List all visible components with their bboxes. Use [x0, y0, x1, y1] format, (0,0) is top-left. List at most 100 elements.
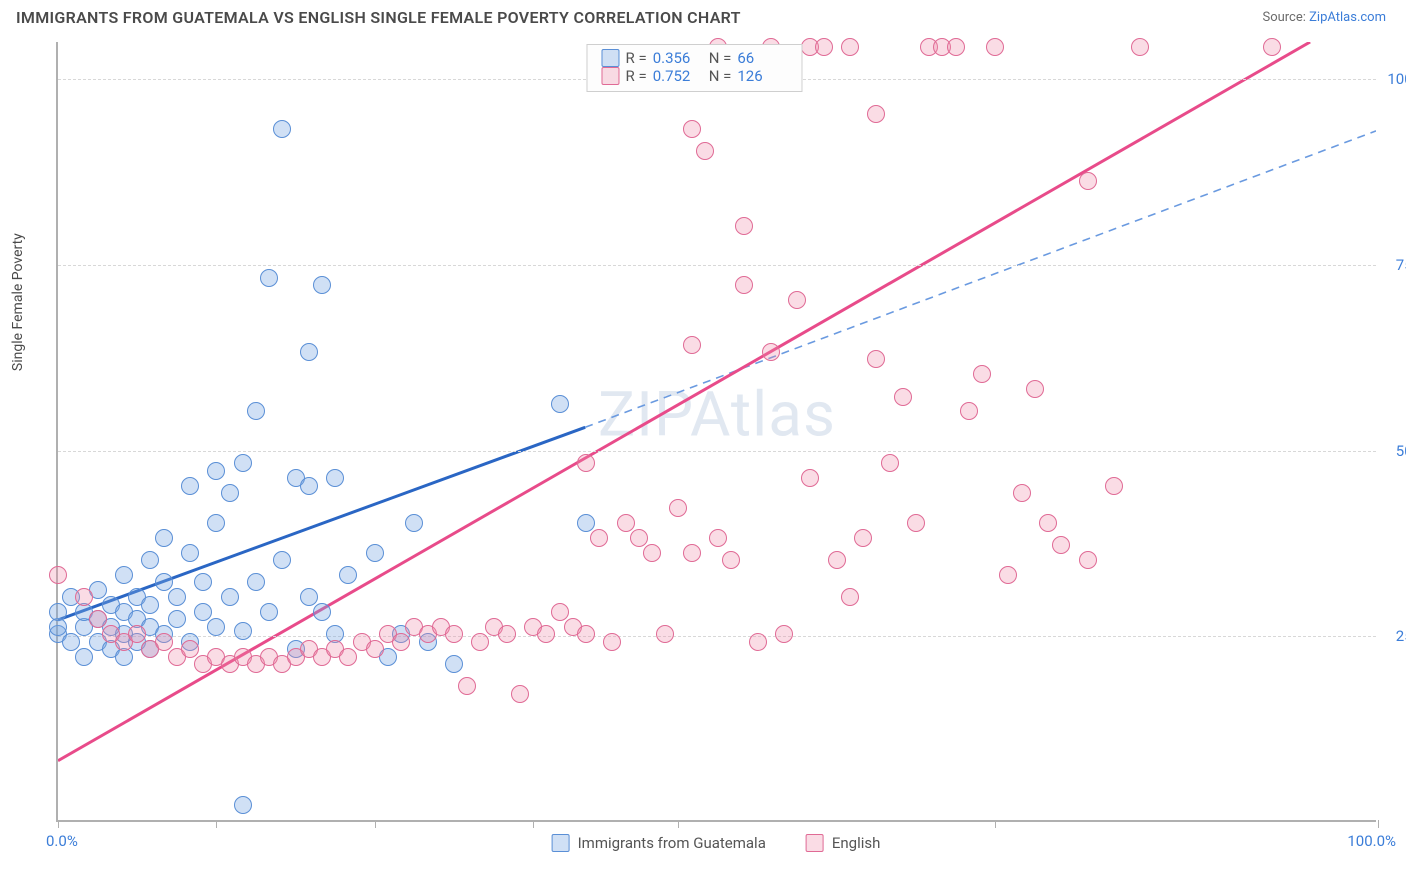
- data-point: [683, 544, 701, 562]
- data-point: [168, 588, 186, 606]
- data-point: [867, 105, 885, 123]
- data-point: [1052, 536, 1070, 554]
- data-point: [458, 677, 476, 695]
- series-swatch-0: [552, 834, 570, 852]
- n-label: N =: [709, 49, 732, 67]
- data-point: [392, 633, 410, 651]
- y-tick-label: 50.0%: [1396, 442, 1406, 460]
- legend-swatch-1: [601, 67, 619, 85]
- data-point: [801, 469, 819, 487]
- data-point: [551, 603, 569, 621]
- data-point: [1079, 172, 1097, 190]
- data-point: [1079, 551, 1097, 569]
- y-axis-title: Single Female Poverty: [10, 233, 26, 371]
- data-point: [221, 484, 239, 502]
- data-point: [273, 120, 291, 138]
- data-point: [221, 588, 239, 606]
- data-point: [62, 633, 80, 651]
- data-point: [247, 402, 265, 420]
- data-point: [194, 603, 212, 621]
- series-legend-item-1: English: [806, 834, 881, 852]
- data-point: [617, 514, 635, 532]
- data-point: [260, 269, 278, 287]
- data-point: [867, 350, 885, 368]
- data-point: [141, 596, 159, 614]
- data-point: [194, 573, 212, 591]
- data-point: [973, 365, 991, 383]
- data-point: [313, 276, 331, 294]
- data-point: [577, 625, 595, 643]
- data-point: [155, 529, 173, 547]
- data-point: [181, 640, 199, 658]
- watermark-text: ZIPAtlas: [598, 379, 836, 452]
- data-point: [49, 603, 67, 621]
- r-label: R =: [625, 67, 646, 85]
- gridline-y: [58, 636, 1376, 637]
- data-point: [155, 573, 173, 591]
- series-legend-item-0: Immigrants from Guatemala: [552, 834, 766, 852]
- data-point: [273, 551, 291, 569]
- data-point: [181, 544, 199, 562]
- data-point: [735, 217, 753, 235]
- data-point: [577, 514, 595, 532]
- data-point: [260, 603, 278, 621]
- data-point: [247, 573, 265, 591]
- gridline-y: [58, 451, 1376, 452]
- r-label: R =: [625, 49, 646, 67]
- data-point: [405, 514, 423, 532]
- data-point: [683, 120, 701, 138]
- data-point: [603, 633, 621, 651]
- data-point: [75, 588, 93, 606]
- data-point: [788, 291, 806, 309]
- r-value-1: 0.752: [653, 67, 703, 85]
- data-point: [366, 640, 384, 658]
- data-point: [471, 633, 489, 651]
- x-axis-min-label: 0.0%: [46, 832, 78, 850]
- data-point: [762, 343, 780, 361]
- plot-region: ZIPAtlas 25.0%50.0%75.0%100.0%: [56, 42, 1376, 822]
- series-name-0: Immigrants from Guatemala: [578, 834, 766, 852]
- data-point: [986, 38, 1004, 56]
- y-tick-label: 25.0%: [1396, 627, 1406, 645]
- source-attribution: Source: ZipAtlas.com: [1262, 10, 1386, 25]
- r-value-0: 0.356: [653, 49, 703, 67]
- data-point: [630, 529, 648, 547]
- data-point: [300, 477, 318, 495]
- data-point: [894, 388, 912, 406]
- data-point: [881, 454, 899, 472]
- data-point: [181, 477, 199, 495]
- data-point: [537, 625, 555, 643]
- data-point: [960, 402, 978, 420]
- legend-swatch-0: [601, 49, 619, 67]
- data-point: [1026, 380, 1044, 398]
- data-point: [590, 529, 608, 547]
- source-link[interactable]: ZipAtlas.com: [1309, 10, 1386, 25]
- data-point: [300, 343, 318, 361]
- trend-lines-layer: [58, 42, 1376, 820]
- data-point: [115, 566, 133, 584]
- data-point: [141, 551, 159, 569]
- data-point: [656, 625, 674, 643]
- data-point: [709, 529, 727, 547]
- data-point: [207, 462, 225, 480]
- series-name-1: English: [832, 834, 881, 852]
- data-point: [445, 655, 463, 673]
- series-legend: Immigrants from Guatemala English: [552, 834, 881, 852]
- y-tick-label: 75.0%: [1396, 256, 1406, 274]
- data-point: [155, 633, 173, 651]
- data-point: [841, 38, 859, 56]
- x-tick: [995, 820, 996, 828]
- data-point: [643, 544, 661, 562]
- data-point: [722, 551, 740, 569]
- n-value-0: 66: [737, 49, 787, 67]
- data-point: [511, 685, 529, 703]
- data-point: [841, 588, 859, 606]
- data-point: [49, 566, 67, 584]
- data-point: [207, 618, 225, 636]
- data-point: [366, 544, 384, 562]
- data-point: [1039, 514, 1057, 532]
- correlation-legend: R = 0.356 N = 66 R = 0.752 N = 126: [586, 44, 802, 92]
- data-point: [551, 395, 569, 413]
- data-point: [313, 603, 331, 621]
- data-point: [128, 625, 146, 643]
